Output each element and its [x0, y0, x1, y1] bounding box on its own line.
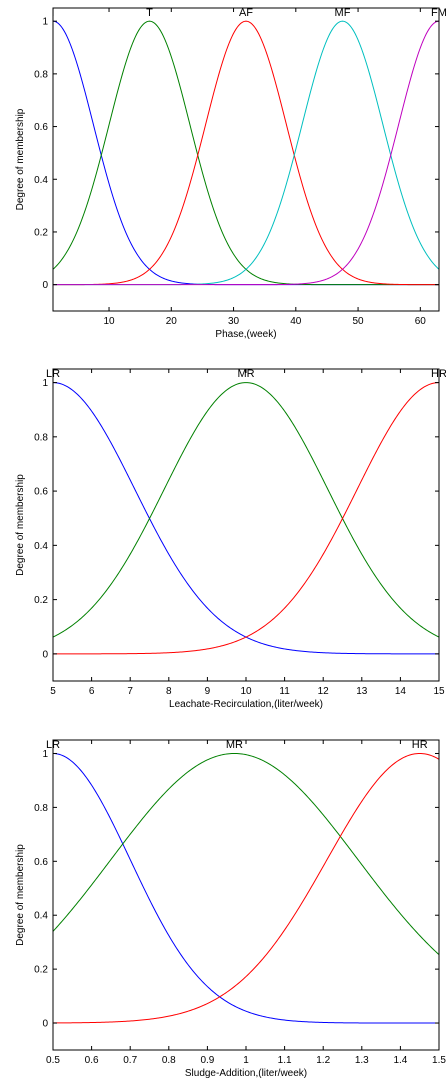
y-tick-label: 0.8: [34, 803, 48, 814]
x-tick-label: 0.8: [162, 1055, 176, 1066]
x-tick-label: 11: [279, 686, 290, 697]
x-tick-label: 60: [415, 316, 427, 327]
x-tick-label: 9: [205, 686, 211, 697]
x-tick-label: 7: [127, 686, 133, 697]
axes-box: [52, 7, 440, 312]
series-label-af: AF: [239, 7, 253, 19]
series-line-mr: [52, 752, 440, 956]
y-tick-label: 0.4: [34, 175, 48, 186]
series-line-mf: [53, 20, 440, 286]
chart-panel-2: LR MR HR5 6 7 8 9 10 11 12 13 14 1500.20.40.60.81Lea…: [15, 368, 446, 710]
series-line-hr: [52, 752, 440, 1024]
y-tick-label: 0.2: [34, 965, 48, 976]
y-axis-label: Degree of membership: [15, 474, 26, 576]
x-tick-label: 10: [240, 686, 252, 697]
x-tick-label: 1.2: [316, 1055, 330, 1066]
series-label-mf: MF: [335, 7, 351, 19]
x-tick-label: 1.4: [393, 1055, 407, 1066]
series-line-fm: [53, 20, 440, 286]
x-tick-label: 1: [243, 1055, 249, 1066]
x-tick-label: 40: [290, 316, 302, 327]
axes-box: [52, 739, 440, 1051]
y-tick-label: 0.6: [34, 857, 48, 868]
y-tick-label: 0: [42, 280, 48, 291]
y-tick-label: 0.8: [34, 432, 48, 443]
x-tick-label: 5: [50, 686, 56, 697]
y-tick-label: 0.6: [34, 122, 48, 133]
y-tick-label: 1: [42, 378, 48, 389]
series-line-lr: [52, 752, 439, 1024]
y-tick-label: 1: [42, 749, 48, 760]
series-line-hr: [53, 382, 440, 655]
x-tick-label: 30: [228, 316, 240, 327]
x-tick-label: 0.7: [123, 1055, 137, 1066]
y-tick-label: 0: [42, 1019, 48, 1030]
x-tick-label: 13: [356, 686, 368, 697]
x-tick-label: 10: [103, 316, 115, 327]
series-line-t: [52, 20, 439, 286]
y-tick-label: 0.6: [34, 487, 48, 498]
x-tick-label: 15: [433, 686, 445, 697]
y-axis-label: Degree of membership: [15, 108, 26, 210]
x-tick-label: 14: [395, 686, 407, 697]
series-line-i: [52, 20, 439, 286]
y-axis-label: Degree of membership: [15, 844, 26, 946]
series-label-mr: MR: [226, 739, 243, 751]
x-tick-label: 1.3: [355, 1055, 369, 1066]
x-tick-label: 0.5: [46, 1055, 60, 1066]
x-axis-label: Phase,(week): [215, 329, 276, 340]
series-line-af: [53, 20, 439, 286]
y-tick-label: 0.2: [34, 595, 48, 606]
x-tick-label: 6: [89, 686, 95, 697]
y-tick-label: 0: [42, 649, 48, 660]
y-tick-label: 0.8: [34, 69, 48, 80]
x-tick-label: 12: [318, 686, 330, 697]
chart-panel-3: LR MR HR0.5 0.6 0.7 0.8 0.9 1 1.1 1.2 1.3 1.4 1.500.…: [15, 739, 446, 1079]
series-line-lr: [52, 382, 439, 655]
x-tick-label: 50: [353, 316, 365, 327]
y-tick-label: 1: [42, 17, 48, 28]
x-tick-label: 0.9: [200, 1055, 214, 1066]
x-axis-label: Sludge-Addition,(liter/week): [185, 1068, 307, 1079]
x-axis-label: Leachate-Recirculation,(liter/week): [169, 699, 323, 710]
x-tick-label: 1.1: [278, 1055, 292, 1066]
x-tick-label: 8: [166, 686, 172, 697]
axes-box: [52, 368, 440, 682]
x-tick-label: 20: [166, 316, 178, 327]
y-tick-label: 0.2: [34, 227, 48, 238]
y-tick-label: 0.4: [34, 541, 48, 552]
series-label-mr: MR: [237, 368, 254, 380]
x-tick-label: 0.6: [85, 1055, 99, 1066]
series-label-hr: HR: [412, 739, 428, 751]
series-line-mr: [52, 382, 440, 638]
series-label-t: T: [146, 7, 153, 19]
y-tick-label: 0.4: [34, 911, 48, 922]
x-tick-label: 1.5: [432, 1055, 446, 1066]
